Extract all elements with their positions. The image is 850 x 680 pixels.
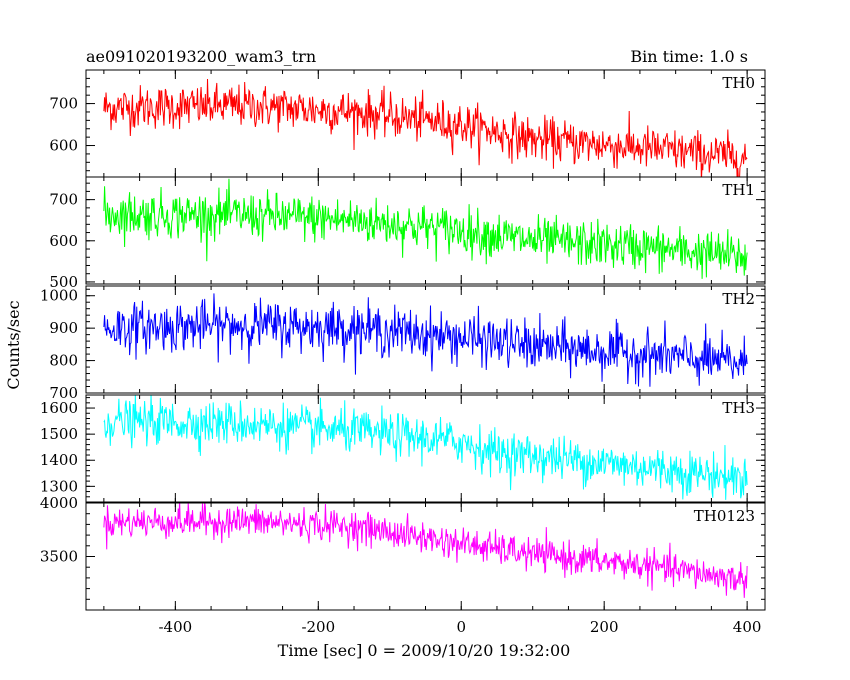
y-tick-label: 1000 [40,287,78,305]
y-tick-label: 900 [49,319,78,337]
panels-group: 600 700 TH0 500 600 700 TH1 700 800 900 1000 TH2 130… [40,69,766,611]
y-tick-label: 4000 [40,494,78,512]
panel-th0123: 3500 4000 TH0123 [40,494,766,611]
x-tick-label: -200 [301,618,335,636]
panel-label: TH3 [722,399,755,417]
y-tick-label: 1300 [40,477,78,495]
y-tick-label: 600 [49,137,78,155]
panel-th0: 600 700 TH0 [49,69,766,178]
y-tick-label: 3500 [40,548,78,566]
y-tick-label: 1500 [40,425,78,443]
y-axis-label: Counts/sec [4,300,23,389]
y-tick-label: 700 [49,384,78,402]
panel-label: TH0 [722,74,755,92]
title-right: Bin time: 1.0 s [630,47,748,66]
x-tick-label: -400 [158,618,192,636]
panel-th3: 1300 1400 1500 1600 TH3 [40,394,766,503]
panel-frame [85,69,766,178]
x-tick-label: 200 [590,618,619,636]
series-line-th1 [103,178,748,279]
panel-th1: 500 600 700 TH1 [49,176,766,291]
x-axis: -400 -200 0 200 400 [158,618,761,636]
series-line-th0123 [103,503,748,598]
x-tick-label: 0 [456,618,466,636]
y-tick-label: 800 [49,352,78,370]
series-line-th3 [103,395,748,500]
y-tick-label: 500 [49,273,78,291]
panel-label: TH2 [722,290,755,308]
panel-label: TH1 [722,181,755,199]
panel-th2: 700 800 900 1000 TH2 [40,285,766,402]
series-line-th2 [103,293,748,387]
x-tick-label: 400 [733,618,762,636]
y-tick-label: 600 [49,232,78,250]
y-tick-label: 1600 [40,399,78,417]
y-tick-label: 1400 [40,451,78,469]
y-tick-label: 700 [49,191,78,209]
title-left: ae091020193200_wam3_trn [86,47,316,66]
panel-label: TH0123 [694,507,755,525]
y-tick-label: 700 [49,95,78,113]
series-line-th0 [103,78,748,177]
x-axis-label: Time [sec] 0 = 2009/10/20 19:32:00 [278,641,571,660]
